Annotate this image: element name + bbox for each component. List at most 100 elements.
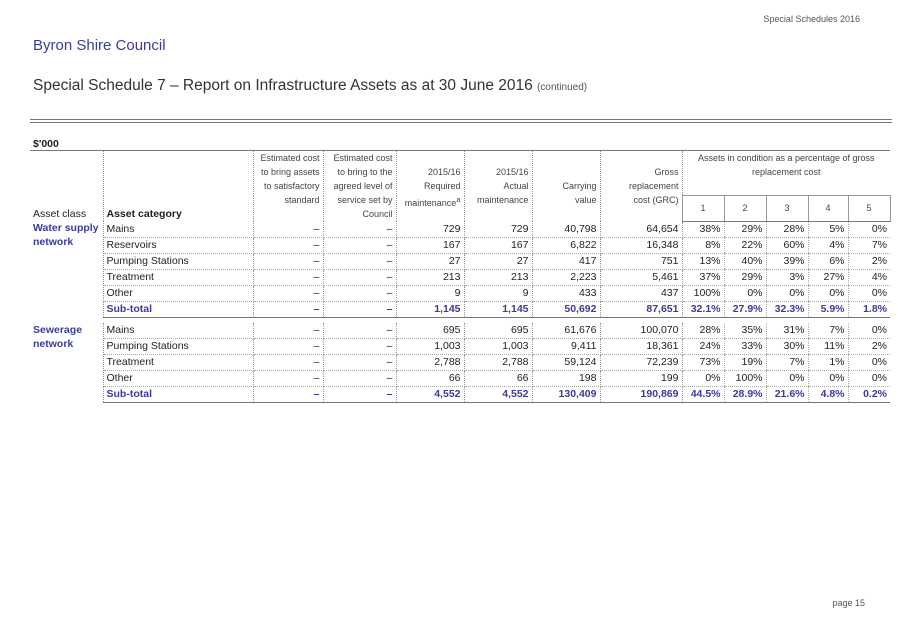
condition-level-3: 3 [765,195,809,222]
cell-carrying: 417 [532,253,601,270]
cell-est-agreed: – [323,285,397,302]
cell-c3: 7% [765,354,808,371]
cell-est-sat: – [253,338,324,355]
cell-c1: 32.1% [681,301,724,318]
cell-actual: 2,788 [464,354,533,371]
title-rule [30,119,892,120]
cell-c5: 1.8% [847,301,890,318]
cell-carrying: 50,692 [532,301,601,318]
cell-actual: 1,003 [464,338,533,355]
cell-carrying: 9,411 [532,338,601,355]
asset-category-cell: Sub-total [103,301,254,318]
asset-class-cell: Sewerage network [30,322,104,402]
asset-class-cell: Water supply network [30,221,104,317]
cell-required: 66 [396,370,465,387]
cell-grc: 5,461 [600,269,683,286]
header-row-top: Asset class Asset category Estimated cos… [30,149,890,221]
cell-c3: 3% [765,269,808,286]
table-row: Other – –9 9 433 437 100% 0% 0% 0% 0% [30,285,890,302]
page-number: page 15 [832,598,865,608]
cell-c4: 11% [807,338,848,355]
cell-c1: 37% [681,269,724,286]
cell-grc: 72,239 [600,354,683,371]
cell-est-sat: – [253,269,324,286]
cell-grc: 751 [600,253,683,270]
cell-c1: 38% [681,221,724,238]
cell-c5: 0% [847,221,890,238]
cell-carrying: 6,822 [532,237,601,254]
cell-c3: 0% [765,370,808,387]
table-body: Water supply network Mains – –729 729 40,798 64… [30,221,890,403]
cell-c5: 0.2% [847,386,890,403]
cell-grc: 16,348 [600,237,683,254]
cell-est-sat: – [253,221,324,238]
cell-c2: 0% [723,285,766,302]
page-title-main: Special Schedule 7 – Report on Infrastru… [33,77,533,94]
cell-est-agreed: – [323,301,397,318]
cell-est-sat: – [253,237,324,254]
asset-category-cell: Mains [103,221,254,238]
cell-est-sat: – [253,322,324,339]
cell-est-agreed: – [323,269,397,286]
condition-level-5: 5 [847,195,891,222]
cell-grc: 199 [600,370,683,387]
cell-c1: 73% [681,354,724,371]
cell-c2: 27.9% [723,301,766,318]
cell-c4: 6% [807,253,848,270]
cell-carrying: 198 [532,370,601,387]
cell-required: 729 [396,221,465,238]
header-carrying-value: Carrying value [532,150,601,221]
table-row: Other – –66 66 198 199 0% 100% 0% 0% 0% [30,370,890,387]
cell-est-sat: – [253,301,324,318]
cell-c1: 100% [681,285,724,302]
cell-c2: 28.9% [723,386,766,403]
cell-est-agreed: – [323,322,397,339]
cell-c4: 4.8% [807,386,848,403]
cell-required: 27 [396,253,465,270]
asset-category-cell: Pumping Stations [103,338,254,355]
cell-c4: 0% [807,285,848,302]
cell-grc: 64,654 [600,221,683,238]
cell-c3: 60% [765,237,808,254]
cell-c4: 27% [807,269,848,286]
cell-c5: 2% [847,253,890,270]
council-name: Byron Shire Council [33,37,166,54]
cell-est-agreed: – [323,253,397,270]
header-row-bottom: 1 2 3 4 5 [30,195,891,222]
header-actual-maintenance: 2015/16 Actual maintenance [464,150,533,221]
table-row: Reservoirs – –167 167 6,822 16,348 8% 22% 60% 4% 7… [30,237,890,254]
cell-c3: 28% [765,221,808,238]
cell-required: 4,552 [396,386,465,403]
cell-c4: 4% [807,237,848,254]
cell-carrying: 40,798 [532,221,601,238]
cell-est-agreed: – [323,354,397,371]
cell-required: 167 [396,237,465,254]
condition-level-4: 4 [807,195,849,222]
header-est-satisfactory: Estimated cost to bring assets to satisfac… [253,150,324,221]
cell-c3: 0% [765,285,808,302]
cell-c3: 39% [765,253,808,270]
cell-c4: 0% [807,370,848,387]
cell-actual: 729 [464,221,533,238]
condition-level-1: 1 [681,195,725,222]
header-grc: Gross replacement cost (GRC) [600,150,683,221]
cell-c5: 0% [847,322,890,339]
cell-est-sat: – [253,253,324,270]
cell-est-agreed: – [323,221,397,238]
cell-carrying: 59,124 [532,354,601,371]
cell-c1: 44.5% [681,386,724,403]
cell-carrying: 433 [532,285,601,302]
cell-c3: 31% [765,322,808,339]
cell-grc: 100,070 [600,322,683,339]
cell-c2: 100% [723,370,766,387]
cell-actual: 695 [464,322,533,339]
cell-c4: 5.9% [807,301,848,318]
cell-actual: 9 [464,285,533,302]
cell-est-agreed: – [323,338,397,355]
cell-c2: 22% [723,237,766,254]
cell-c1: 8% [681,237,724,254]
cell-carrying: 2,223 [532,269,601,286]
cell-est-agreed: – [323,386,397,403]
cell-c1: 13% [681,253,724,270]
cell-est-sat: – [253,354,324,371]
